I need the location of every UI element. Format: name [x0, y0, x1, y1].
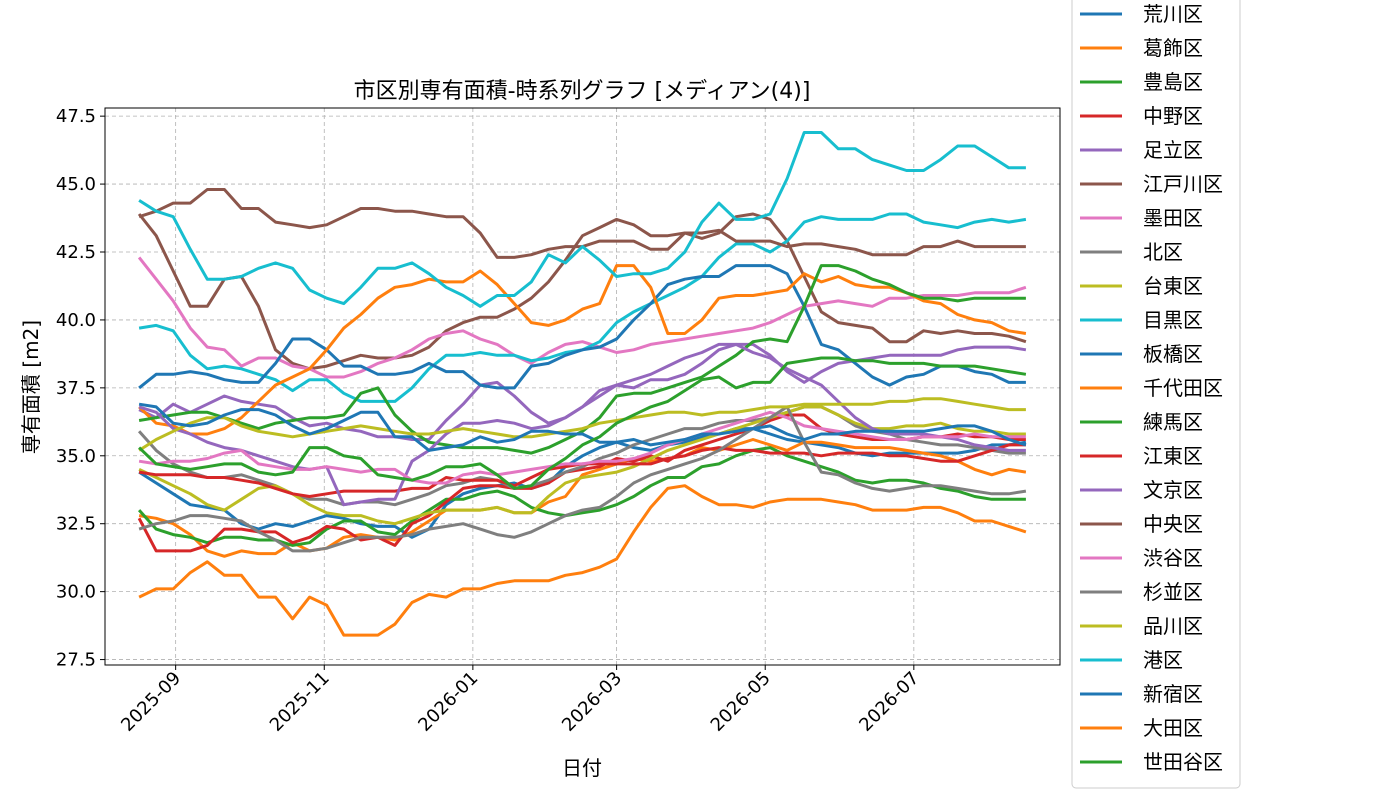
x-tick-label: 2026-03: [558, 668, 626, 736]
y-axis: 27.5 30.0 32.5 35.0 37.5 40.0 42.5 45.0 47.5: [56, 106, 105, 671]
chart-title: 市区別専有面積-時系列グラフ [メディアン(4)]: [354, 79, 811, 104]
series-lines: [137, 131, 1027, 637]
y-tick-label: 27.5: [56, 650, 96, 671]
legend-label: 江東区: [1143, 444, 1203, 468]
x-axis: 2025-09 2025-11 2026-01 2026-03 2026-05 2026-…: [117, 665, 923, 736]
legend-label: 渋谷区: [1143, 546, 1203, 570]
legend-label: 江戸川区: [1143, 172, 1223, 196]
series-line: [137, 446, 1026, 547]
x-axis-label: 日付: [562, 756, 602, 780]
series-line: [137, 256, 1027, 379]
y-tick-label: 37.5: [56, 378, 96, 399]
series-line: [137, 212, 1027, 371]
series-line: [138, 397, 1026, 452]
x-tick-label: 2025-09: [117, 668, 185, 736]
series-line: [138, 131, 1026, 308]
y-tick-label: 30.0: [56, 582, 96, 603]
series-line: [138, 264, 1027, 436]
legend-label: 荒川区: [1143, 2, 1203, 26]
y-tick-label: 40.0: [56, 310, 96, 331]
legend-label: 中央区: [1143, 512, 1203, 536]
y-tick-label: 45.0: [56, 174, 96, 195]
legend-label: 目黒区: [1143, 308, 1203, 332]
legend-label: 港区: [1143, 648, 1183, 672]
series-line: [138, 264, 1026, 390]
legend-label: 板橋区: [1143, 342, 1203, 366]
x-tick-label: 2026-01: [414, 668, 482, 736]
x-tick-label: 2025-11: [266, 668, 334, 736]
series-line: [138, 484, 1027, 637]
y-tick-label: 32.5: [56, 514, 96, 535]
legend: 荒川区葛飾区豊島区中野区足立区江戸川区墨田区北区台東区目黒区板橋区千代田区練馬区…: [1071, 0, 1241, 789]
legend-label: 千代田区: [1143, 376, 1223, 400]
legend-label: 豊島区: [1143, 70, 1203, 94]
legend-label: 中野区: [1143, 104, 1203, 128]
legend-label: 杉並区: [1143, 580, 1203, 604]
legend-label: 大田区: [1143, 716, 1203, 740]
legend-label: 品川区: [1143, 614, 1203, 638]
series-line: [137, 413, 1026, 553]
plot-frame: [104, 107, 1061, 666]
y-tick-label: 35.0: [56, 446, 96, 467]
legend-label: 練馬区: [1143, 410, 1203, 434]
x-tick-label: 2026-05: [707, 668, 775, 736]
legend-label: 世田谷区: [1143, 750, 1223, 774]
series-line: [138, 410, 1026, 485]
series-line: [138, 405, 1027, 553]
legend-label: 北区: [1143, 240, 1183, 264]
x-tick-label: 2026-07: [855, 668, 923, 736]
legend-label: 足立区: [1143, 138, 1203, 162]
y-axis-label: 専有面積 [m2]: [19, 320, 43, 454]
legend-label: 葛飾区: [1143, 36, 1203, 60]
series-line: [138, 356, 1027, 490]
grid: [105, 108, 1060, 665]
legend-label: 墨田区: [1143, 206, 1203, 230]
legend-label: 台東区: [1143, 274, 1203, 298]
series-line: [138, 402, 1027, 452]
y-tick-label: 42.5: [56, 242, 96, 263]
y-tick-label: 47.5: [56, 106, 96, 127]
legend-label: 新宿区: [1143, 682, 1203, 706]
legend-label: 文京区: [1143, 478, 1203, 502]
